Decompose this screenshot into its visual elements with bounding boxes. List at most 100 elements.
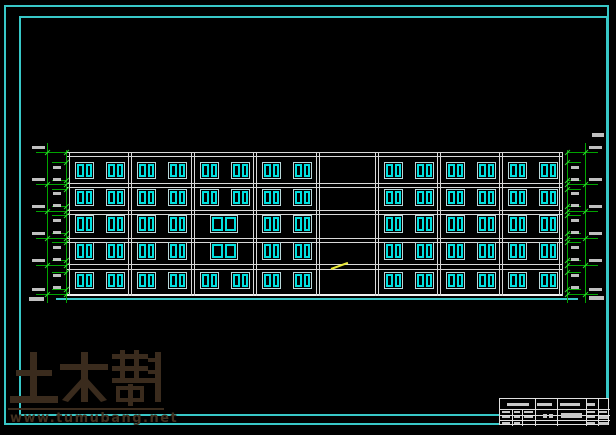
window-pane: [303, 164, 310, 177]
window: [384, 272, 403, 289]
window-pane: [272, 244, 279, 258]
window-pane: [85, 191, 92, 204]
elevation-label: [32, 205, 45, 208]
window-pane: [425, 191, 432, 204]
window: [415, 189, 434, 206]
window: [539, 189, 558, 206]
window-pane: [425, 244, 432, 258]
window-pane: [394, 274, 401, 287]
dimension-label: [53, 258, 61, 261]
window: [415, 215, 434, 233]
window: [477, 189, 496, 206]
window: [384, 189, 403, 206]
dimension-line: [47, 143, 48, 303]
window-pane: [479, 244, 486, 258]
window-pane: [241, 274, 248, 287]
ground-line: [66, 294, 563, 296]
window: [446, 242, 465, 260]
window-pane: [212, 217, 223, 231]
window: [75, 215, 94, 233]
window-pane: [417, 191, 424, 204]
title-block: [499, 398, 610, 426]
title-block-text: [502, 411, 510, 413]
section-divider: [253, 152, 257, 296]
window: [293, 272, 312, 289]
dimension-label: [53, 166, 61, 169]
window-pane: [417, 217, 424, 231]
dimension-label: [571, 258, 579, 261]
extension-line: [36, 265, 66, 266]
window: [477, 272, 496, 289]
dimension-label: [53, 286, 61, 289]
window-pane: [487, 191, 494, 204]
window-pane: [510, 191, 517, 204]
window-pane: [425, 217, 432, 231]
window-pane: [85, 164, 92, 177]
window-pane: [425, 274, 432, 287]
window-pane: [241, 191, 248, 204]
outer-border-frame: [4, 5, 609, 425]
window-pane: [518, 164, 525, 177]
watermark: www.tumubang.net: [8, 350, 177, 428]
window-pane: [170, 164, 177, 177]
dimension-line: [585, 143, 586, 303]
window-pane: [139, 244, 146, 258]
window-pane: [116, 217, 123, 231]
window: [137, 215, 156, 233]
window-pane: [272, 217, 279, 231]
window-pane: [210, 274, 217, 287]
window-pane: [147, 191, 154, 204]
extension-line: [567, 265, 598, 266]
dimension-label: [53, 192, 61, 195]
window-pane: [448, 244, 455, 258]
extension-line: [567, 215, 581, 216]
window-pane: [487, 274, 494, 287]
window-pane: [178, 274, 185, 287]
extension-line: [36, 294, 66, 295]
window: [231, 189, 250, 206]
window-pane: [241, 164, 248, 177]
dimension-label: [571, 286, 579, 289]
extension-line: [36, 238, 66, 239]
window-pane: [479, 274, 486, 287]
title-block-text: [587, 416, 595, 418]
window: [477, 215, 496, 233]
window-pane: [225, 217, 236, 231]
window: [210, 242, 238, 260]
window-pane: [303, 191, 310, 204]
title-block-text: [514, 411, 520, 413]
extension-line: [52, 162, 66, 163]
title-block-text: [599, 416, 608, 419]
title-block-text: [598, 422, 608, 425]
window: [293, 162, 312, 179]
floor-line: [66, 238, 563, 243]
title-block-row-line: [500, 420, 610, 421]
window-pane: [456, 191, 463, 204]
dimension-label: [53, 204, 61, 207]
window: [446, 189, 465, 206]
window-pane: [386, 217, 393, 231]
window-pane: [212, 244, 223, 258]
elevation-label: [589, 288, 602, 291]
window-pane: [210, 164, 217, 177]
window-pane: [417, 164, 424, 177]
elevation-label: [592, 133, 604, 137]
window-pane: [541, 244, 548, 258]
window-pane: [139, 217, 146, 231]
window: [200, 189, 219, 206]
window: [446, 272, 465, 289]
elevation-label: [589, 259, 602, 262]
window-pane: [448, 191, 455, 204]
window-pane: [77, 191, 84, 204]
window-pane: [139, 164, 146, 177]
dimension-label: [571, 192, 579, 195]
dimension-label: [571, 178, 579, 181]
window: [137, 242, 156, 260]
window-pane: [77, 274, 84, 287]
window-pane: [108, 244, 115, 258]
window-pane: [116, 244, 123, 258]
title-block-text: [502, 416, 510, 418]
window: [384, 242, 403, 260]
window-pane: [386, 244, 393, 258]
window-pane: [170, 244, 177, 258]
